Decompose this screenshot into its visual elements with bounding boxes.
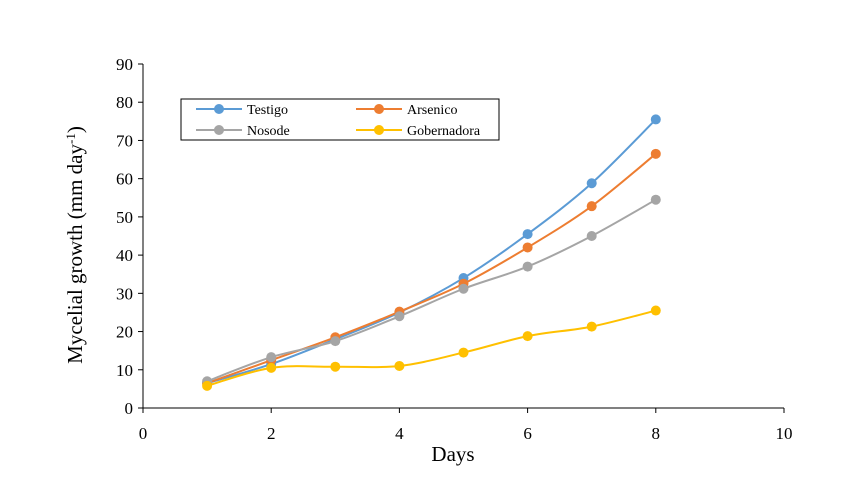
- y-axis-title: Mycelial growth (mm day-1): [63, 126, 88, 364]
- y-tick-label: 70: [116, 131, 133, 150]
- y-tick-label: 40: [116, 246, 133, 265]
- data-point-arsenico: [586, 201, 597, 212]
- x-tick-label: 6: [523, 424, 532, 443]
- data-point-gobernadora: [586, 321, 597, 332]
- y-tick-label: 20: [116, 323, 133, 342]
- legend-item-arsenico: Arsenico: [356, 103, 458, 118]
- x-tick-label: 4: [395, 424, 404, 443]
- data-point-nosode: [330, 336, 341, 347]
- data-point-testigo: [586, 178, 597, 189]
- legend-label: Arsenico: [407, 103, 458, 118]
- x-axis-title: Days: [431, 442, 474, 466]
- legend-swatch-marker: [214, 104, 224, 114]
- x-tick-label: 2: [267, 424, 276, 443]
- x-tick-label: 0: [139, 424, 148, 443]
- data-point-nosode: [522, 261, 533, 272]
- legend-swatch-marker: [374, 104, 384, 114]
- y-tick-label: 80: [116, 93, 133, 112]
- x-tick-label: 8: [652, 424, 661, 443]
- series-line-arsenico: [206, 153, 657, 385]
- y-tick-label: 10: [116, 361, 133, 380]
- y-tick-label: 30: [116, 284, 133, 303]
- legend-label: Gobernadora: [407, 124, 481, 139]
- series-nosode: [202, 194, 661, 387]
- data-point-gobernadora: [394, 360, 405, 371]
- data-point-nosode: [394, 311, 405, 322]
- data-point-arsenico: [522, 242, 533, 253]
- data-point-gobernadora: [458, 347, 469, 358]
- y-axis-title-close: ): [63, 126, 87, 133]
- data-point-testigo: [650, 114, 661, 125]
- legend-label: Testigo: [247, 103, 288, 118]
- series-testigo: [202, 114, 661, 389]
- series-layer: [202, 114, 661, 391]
- series-line-nosode: [206, 198, 657, 383]
- data-point-gobernadora: [330, 361, 341, 372]
- data-point-nosode: [458, 283, 469, 294]
- y-tick-label: 50: [116, 208, 133, 227]
- y-tick-label: 0: [125, 399, 134, 418]
- data-point-gobernadora: [522, 331, 533, 342]
- legend-box: [180, 98, 500, 141]
- legend-label: Nosode: [247, 124, 290, 139]
- data-point-testigo: [522, 229, 533, 240]
- data-point-gobernadora: [266, 362, 277, 373]
- y-axis-title-superscript: -1: [63, 133, 78, 144]
- y-tick-label: 90: [116, 55, 133, 74]
- data-point-gobernadora: [650, 305, 661, 316]
- legend-item-nosode: Nosode: [196, 124, 290, 139]
- y-axis-title-main: Mycelial growth (mm day: [63, 143, 87, 363]
- legend-swatch-marker: [214, 125, 224, 135]
- y-tick-label: 60: [116, 170, 133, 189]
- series-line-testigo: [206, 118, 657, 385]
- legend: Testigo Arsenico Nosode Gobernadora: [180, 98, 500, 141]
- x-tick-label: 10: [776, 424, 793, 443]
- series-gobernadora: [202, 305, 661, 391]
- legend-item-testigo: Testigo: [196, 103, 288, 118]
- axes: 0 10 20 30 40 50 60 70 80 90 0 2 4 6 8 10: [116, 55, 793, 443]
- legend-swatch-marker: [374, 125, 384, 135]
- data-point-gobernadora: [202, 380, 213, 391]
- series-line-gobernadora: [206, 309, 657, 387]
- data-point-arsenico: [650, 148, 661, 159]
- data-point-nosode: [650, 194, 661, 205]
- data-point-nosode: [266, 352, 277, 363]
- data-point-nosode: [586, 231, 597, 241]
- legend-item-gobernadora: Gobernadora: [356, 124, 481, 139]
